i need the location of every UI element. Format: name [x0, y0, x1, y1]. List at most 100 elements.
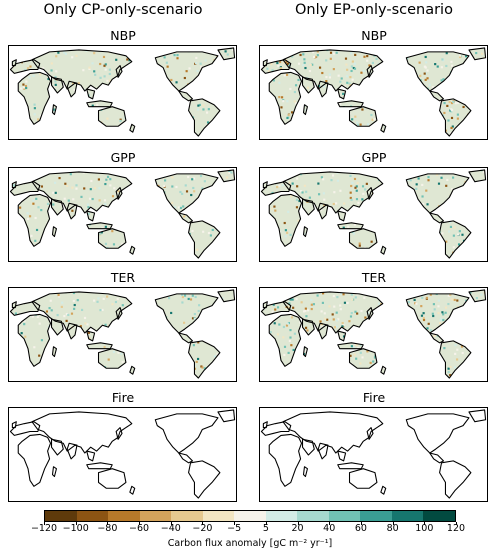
anomaly-cell	[153, 238, 156, 241]
anomaly-cell	[349, 196, 352, 200]
anomaly-cell	[338, 221, 341, 224]
anomaly-cell	[179, 190, 182, 194]
coastline-nz	[129, 245, 136, 255]
anomaly-cell	[212, 134, 215, 137]
anomaly-cell	[277, 64, 280, 67]
anomaly-cell	[360, 309, 363, 313]
anomaly-cell	[414, 132, 418, 135]
anomaly-cell	[396, 307, 399, 310]
anomaly-cell	[340, 340, 343, 344]
anomaly-cell	[224, 366, 227, 369]
anomaly-cell	[14, 250, 17, 253]
anomaly-cell	[293, 372, 296, 375]
anomaly-cell	[54, 223, 57, 227]
anomaly-cell	[319, 208, 323, 212]
anomaly-cell	[72, 299, 75, 303]
anomaly-cell	[320, 324, 323, 327]
anomaly-cell	[29, 312, 33, 315]
anomaly-cell	[386, 96, 390, 99]
anomaly-cell	[194, 80, 197, 84]
anomaly-cell	[316, 54, 319, 57]
anomaly-cell	[170, 311, 173, 315]
anomaly-cell	[391, 312, 394, 315]
anomaly-cell	[401, 326, 404, 329]
coastline-arabia	[301, 76, 315, 94]
anomaly-cell	[270, 338, 273, 341]
anomaly-cell	[397, 230, 400, 233]
anomaly-cell	[298, 247, 301, 251]
anomaly-cell	[320, 310, 323, 313]
anomaly-cell	[117, 351, 120, 354]
anomaly-cell	[63, 51, 66, 54]
anomaly-cell	[371, 222, 374, 225]
anomaly-cell	[297, 289, 300, 292]
anomaly-cell	[185, 87, 188, 91]
anomaly-cell	[127, 187, 130, 191]
anomaly-cell	[121, 92, 124, 95]
anomaly-cell	[130, 321, 133, 324]
anomaly-cell	[392, 301, 395, 304]
anomaly-cell	[52, 108, 56, 111]
anomaly-cell	[274, 224, 277, 227]
anomaly-cell	[145, 326, 148, 329]
anomaly-cell	[149, 134, 152, 137]
anomaly-cell	[291, 55, 294, 58]
anomaly-cell	[313, 334, 316, 337]
anomaly-cell	[148, 292, 151, 296]
anomaly-cell	[30, 169, 33, 171]
coastline-samerica	[439, 98, 472, 137]
anomaly-cell	[359, 362, 362, 365]
anomaly-cell	[190, 333, 193, 337]
anomaly-cell	[117, 190, 120, 193]
anomaly-cell	[167, 209, 170, 213]
anomaly-cell	[138, 92, 141, 95]
anomaly-cell	[267, 245, 270, 248]
column-title-cp: Only CP-only-scenario	[43, 2, 203, 18]
anomaly-cell	[149, 195, 152, 199]
anomaly-cell	[192, 186, 195, 190]
anomaly-cell	[406, 105, 410, 108]
world-map	[260, 409, 487, 499]
anomaly-cell	[477, 105, 480, 108]
anomaly-cell	[279, 125, 282, 128]
anomaly-cell	[34, 239, 37, 242]
anomaly-cell	[37, 118, 40, 121]
anomaly-cell	[287, 133, 290, 136]
anomaly-cell	[475, 51, 478, 55]
anomaly-cell	[394, 369, 397, 372]
anomaly-cell	[210, 219, 213, 222]
colorbar	[44, 510, 456, 522]
anomaly-cell	[58, 230, 61, 233]
anomaly-cell	[326, 346, 330, 349]
coastline-india	[317, 442, 329, 460]
anomaly-cell	[19, 206, 22, 209]
anomaly-cell	[57, 125, 60, 128]
coastline-japan	[366, 427, 374, 440]
anomaly-cell	[114, 328, 117, 331]
anomaly-cell	[302, 120, 305, 123]
anomaly-cell	[462, 186, 465, 189]
anomaly-cell	[268, 298, 271, 301]
anomaly-cell	[118, 257, 121, 259]
anomaly-cell	[146, 122, 149, 125]
anomaly-cell	[302, 364, 306, 367]
anomaly-cell	[361, 215, 364, 219]
coastline-europe	[260, 421, 292, 436]
anomaly-cell	[287, 321, 290, 325]
anomaly-cell	[346, 81, 349, 84]
anomaly-cell	[84, 322, 87, 325]
anomaly-cell	[130, 223, 133, 226]
anomaly-cell	[415, 302, 418, 305]
anomaly-cell	[478, 335, 481, 338]
anomaly-cell	[262, 319, 265, 322]
anomaly-cell	[289, 87, 292, 91]
anomaly-cell	[219, 84, 222, 87]
anomaly-cell	[292, 124, 295, 127]
anomaly-cell	[23, 131, 26, 134]
anomaly-cell	[198, 334, 202, 337]
anomaly-cell	[104, 225, 107, 228]
anomaly-cell	[446, 104, 449, 107]
anomaly-cell	[283, 221, 286, 225]
anomaly-cell	[55, 70, 58, 73]
anomaly-cell	[175, 81, 178, 84]
